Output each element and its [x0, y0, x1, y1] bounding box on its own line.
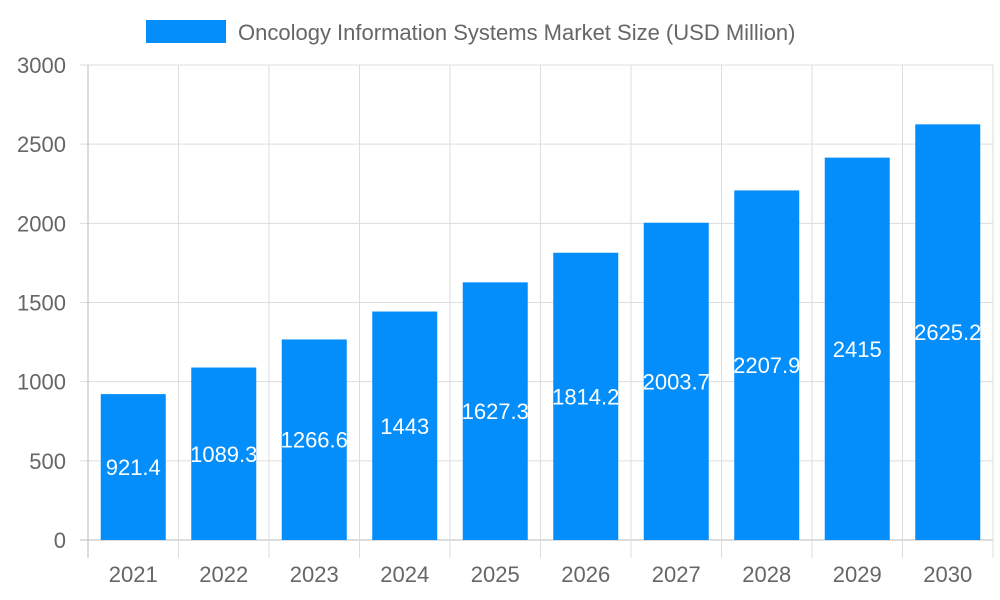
- x-tick-label: 2026: [561, 562, 610, 587]
- bar-value-label: 2207.9: [733, 353, 800, 378]
- bar-value-label: 2415: [833, 337, 882, 362]
- y-tick-label: 3000: [17, 53, 66, 78]
- x-tick-label: 2028: [742, 562, 791, 587]
- y-tick-label: 500: [29, 449, 66, 474]
- bar-value-label: 2003.7: [643, 369, 710, 394]
- bar: [191, 367, 257, 540]
- bar: [734, 190, 800, 540]
- x-tick-label: 2022: [199, 562, 248, 587]
- bar-value-label: 2625.2: [914, 320, 981, 345]
- y-tick-label: 1500: [17, 291, 66, 316]
- bar-value-label: 1443: [380, 414, 429, 439]
- y-tick-label: 2000: [17, 211, 66, 236]
- y-tick-label: 0: [54, 528, 66, 553]
- bar: [824, 157, 890, 540]
- y-tick-label: 2500: [17, 132, 66, 157]
- legend-label: Oncology Information Systems Market Size…: [238, 20, 796, 45]
- bar-value-label: 921.4: [106, 455, 161, 480]
- bar: [553, 252, 619, 541]
- x-tick-label: 2023: [290, 562, 339, 587]
- legend-swatch: [146, 20, 226, 43]
- x-tick-label: 2029: [833, 562, 882, 587]
- x-tick-label: 2021: [109, 562, 158, 587]
- bar-value-label: 1814.2: [552, 384, 619, 409]
- x-tick-label: 2025: [471, 562, 520, 587]
- bar-value-label: 1089.3: [190, 442, 257, 467]
- x-tick-label: 2027: [652, 562, 701, 587]
- bar: [915, 124, 981, 541]
- legend: Oncology Information Systems Market Size…: [146, 20, 796, 45]
- bar-value-label: 1266.6: [281, 428, 348, 453]
- bar: [462, 282, 528, 540]
- bar: [643, 222, 709, 540]
- x-tick-label: 2024: [380, 562, 429, 587]
- bar: [281, 339, 347, 540]
- bar-value-label: 1627.3: [462, 399, 529, 424]
- x-tick-label: 2030: [923, 562, 972, 587]
- bar: [100, 394, 166, 540]
- y-tick-label: 1000: [17, 370, 66, 395]
- bar: [372, 311, 438, 540]
